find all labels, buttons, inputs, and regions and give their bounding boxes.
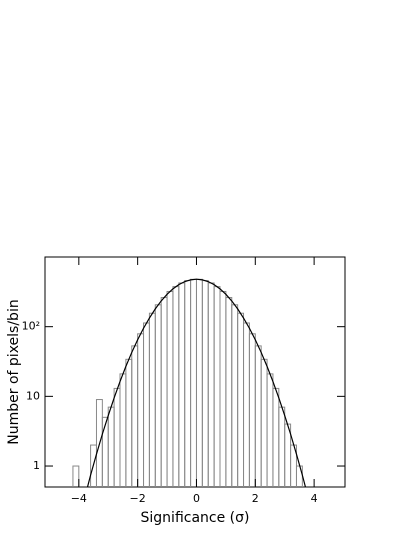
x-tick-label: −4 [71,492,87,505]
histogram-bar [225,297,233,487]
histogram-bar [237,312,245,487]
histogram-bar [190,278,197,487]
x-tick-label: 4 [311,492,318,505]
histogram-bar [248,333,256,487]
histogram-bar [90,444,97,487]
histogram-bar [243,322,250,487]
histogram-bar [125,358,133,487]
histogram-bar [219,290,227,487]
histogram-bar [295,465,303,487]
histogram-bar [172,286,180,487]
histogram-bar [131,345,139,487]
y-tick-label: 1 [33,459,40,472]
histogram-bar [178,282,186,487]
histogram-bar [72,465,80,487]
histogram-bar [101,416,109,487]
histogram-bar [201,280,209,487]
histogram-bar [119,373,127,487]
histogram-bar [166,290,174,487]
histogram-bar [143,322,150,487]
histogram-bar [207,282,215,487]
histogram-bar [278,406,286,487]
histogram-bar [254,345,262,487]
histogram-bar [148,312,156,487]
plot-frame [44,256,346,488]
histogram-bar [113,387,121,487]
histogram-bar [160,297,168,487]
histogram-bar [137,333,145,487]
fit-curve [86,278,307,487]
histogram-bar [213,286,221,487]
y-tick-label: 10² [22,320,40,333]
y-tick-label: 10 [26,389,40,402]
histogram-bar [231,304,239,487]
histogram-bar [260,358,268,487]
y-axis-label: Number of pixels/bin [6,299,22,444]
x-tick-label: 0 [193,492,200,505]
histogram-bar [272,387,280,487]
histogram-bar [195,278,203,487]
x-tick-label: −2 [130,492,146,505]
plot-area [72,278,307,487]
histogram-bar [284,423,292,487]
histogram-bar [107,406,115,487]
histogram-bar [266,373,274,487]
histogram-bar [154,304,162,487]
x-tick-label: 2 [252,492,259,505]
x-axis-label: Significance (σ) [141,510,250,526]
histogram-bar [184,280,192,487]
